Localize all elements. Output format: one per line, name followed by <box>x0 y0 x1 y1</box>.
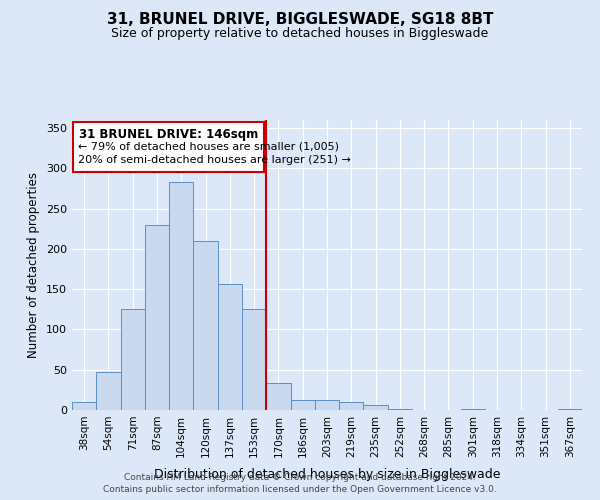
Text: 31 BRUNEL DRIVE: 146sqm: 31 BRUNEL DRIVE: 146sqm <box>79 128 258 141</box>
Y-axis label: Number of detached properties: Number of detached properties <box>28 172 40 358</box>
Bar <box>169 182 193 410</box>
Text: Size of property relative to detached houses in Biggleswade: Size of property relative to detached ho… <box>112 28 488 40</box>
Bar <box>315 400 339 410</box>
Bar <box>145 224 169 410</box>
Bar <box>339 402 364 410</box>
Text: ← 79% of detached houses are smaller (1,005): ← 79% of detached houses are smaller (1,… <box>78 142 339 152</box>
Bar <box>364 405 388 410</box>
Bar <box>72 402 96 410</box>
Text: Contains public sector information licensed under the Open Government Licence v3: Contains public sector information licen… <box>103 485 497 494</box>
Bar <box>96 372 121 410</box>
Bar <box>218 284 242 410</box>
Bar <box>290 400 315 410</box>
Text: 31, BRUNEL DRIVE, BIGGLESWADE, SG18 8BT: 31, BRUNEL DRIVE, BIGGLESWADE, SG18 8BT <box>107 12 493 28</box>
Bar <box>266 384 290 410</box>
Bar <box>121 308 145 410</box>
X-axis label: Distribution of detached houses by size in Biggleswade: Distribution of detached houses by size … <box>154 468 500 481</box>
Bar <box>193 241 218 410</box>
Bar <box>461 409 485 410</box>
Text: 20% of semi-detached houses are larger (251) →: 20% of semi-detached houses are larger (… <box>78 156 351 166</box>
Bar <box>558 409 582 410</box>
Text: Contains HM Land Registry data © Crown copyright and database right 2024.: Contains HM Land Registry data © Crown c… <box>124 472 476 482</box>
Bar <box>242 310 266 410</box>
Bar <box>388 409 412 410</box>
FancyBboxPatch shape <box>73 122 264 172</box>
